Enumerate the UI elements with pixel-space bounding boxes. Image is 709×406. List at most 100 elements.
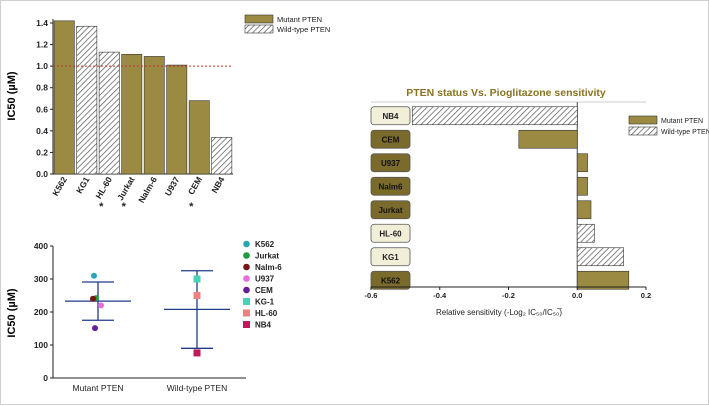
bar-CEM bbox=[188, 100, 210, 175]
scatter-y-axis-label: IC50 (µM) bbox=[6, 288, 18, 337]
bar-y-tick-label: 1.0 bbox=[36, 61, 48, 71]
bar-y-tick-label: 0.0 bbox=[36, 169, 48, 179]
legend-marker-KG-1 bbox=[243, 298, 250, 305]
point-KG-1 bbox=[193, 275, 201, 283]
hbar-y-tick-label: KG1 bbox=[382, 253, 399, 262]
sensitivity-hbar-chart: PTEN status Vs. Pioglitazone sensitivity… bbox=[365, 87, 709, 317]
bar-U937 bbox=[166, 64, 188, 175]
bar-y-tick-label: 0.2 bbox=[36, 147, 48, 157]
scatter-y-tick-label: 200 bbox=[34, 307, 48, 317]
bar-Jurkat bbox=[121, 53, 143, 175]
legend-swatch-wild bbox=[244, 24, 274, 34]
legend-marker-NB4 bbox=[243, 321, 250, 328]
point-U937 bbox=[98, 302, 104, 309]
scatter-y-tick-label: 300 bbox=[34, 274, 48, 284]
hbar-label-box-HL-60 bbox=[370, 223, 411, 243]
hbar-Jurkat bbox=[576, 200, 592, 220]
hbar-label-box-CEM bbox=[370, 129, 411, 149]
point-Nalm-6 bbox=[90, 295, 96, 302]
hbar-label-box-Nalm6 bbox=[370, 176, 411, 196]
legend-label-mutant: Mutant PTEN bbox=[277, 15, 322, 24]
bar-HL-60 bbox=[98, 51, 120, 175]
bar-Nalm-6 bbox=[143, 56, 165, 175]
legend-marker-CEM bbox=[243, 286, 250, 294]
bar-x-tick-label: U937 bbox=[163, 175, 182, 198]
legend-label-mutant: Mutant PTEN bbox=[661, 118, 703, 125]
hbar-K562 bbox=[576, 270, 630, 290]
legend-label-Jurkat: Jurkat bbox=[255, 252, 279, 261]
hbar-y-tick-label: NB4 bbox=[382, 112, 399, 121]
hbar-y-tick-label: U937 bbox=[381, 159, 401, 168]
legend-marker-HL-60 bbox=[243, 309, 250, 317]
bar-x-tick-label: KG1 bbox=[74, 175, 92, 195]
hbar-x-axis-label: Relative sensitivity (-Log₂ IC₅₀/IC₅₀̅) bbox=[436, 308, 562, 317]
bar-legend: Mutant PTEN Wild-type PTEN bbox=[244, 14, 330, 34]
hbar-CEM bbox=[518, 129, 578, 149]
bar-y-tick-label: 0.8 bbox=[36, 83, 48, 93]
legend-label-K562: K562 bbox=[255, 240, 275, 249]
significance-asterisk: * bbox=[122, 201, 127, 213]
hbar-KG1 bbox=[576, 247, 624, 267]
bar-x-tick-label: NB4 bbox=[209, 175, 226, 195]
significance-asterisk: * bbox=[99, 201, 104, 213]
point-K562 bbox=[91, 272, 97, 279]
scatter-x-tick-label: Mutant PTEN bbox=[72, 383, 123, 393]
legend-label-U937: U937 bbox=[255, 275, 275, 284]
bar-y-tick-label: 0.4 bbox=[36, 126, 48, 136]
hbar-label-box-U937 bbox=[370, 153, 411, 173]
legend-label-KG-1: KG-1 bbox=[255, 298, 275, 307]
scatter-x-tick-label: Wild-type PTEN bbox=[167, 383, 227, 393]
point-CEM bbox=[92, 325, 98, 332]
hbar-Nalm6 bbox=[576, 176, 588, 196]
hbar-HL-60 bbox=[576, 223, 595, 243]
legend-marker-Jurkat bbox=[243, 252, 250, 259]
legend-label-CEM: CEM bbox=[255, 286, 273, 295]
bar-y-tick-label: 1.2 bbox=[36, 40, 48, 50]
hbar-label-box-Jurkat bbox=[370, 200, 411, 220]
point-HL-60 bbox=[193, 292, 201, 299]
hbar-x-tick-label: -0.2 bbox=[502, 291, 515, 300]
legend-label-wild: Wild-type PTEN bbox=[277, 25, 330, 34]
hbar-label-box-KG1 bbox=[370, 247, 411, 267]
legend-label-NB4: NB4 bbox=[255, 321, 272, 330]
hbar-y-tick-label: Jurkat bbox=[378, 206, 402, 215]
hbar-title: PTEN status Vs. Pioglitazone sensitivity bbox=[406, 87, 606, 99]
scatter-y-tick-label: 0 bbox=[43, 373, 48, 383]
hbar-y-tick-label: K562 bbox=[381, 276, 401, 285]
bar-y-tick-label: 1.4 bbox=[36, 18, 48, 28]
hbar-y-tick-label: HL-60 bbox=[379, 229, 402, 238]
legend-swatch-mutant bbox=[244, 14, 274, 24]
bar-x-tick-label: Nalm-6 bbox=[136, 175, 159, 205]
legend-marker-U937 bbox=[243, 275, 250, 282]
legend-label-wild: Wild-type PTEN bbox=[661, 129, 709, 136]
legend-swatch-mutant bbox=[628, 115, 658, 125]
bar-x-tick-label: CEM bbox=[186, 175, 204, 196]
hbar-y-tick-label: Nalm6 bbox=[378, 182, 403, 191]
ic50-bar-chart: IC50 (µM) 0.0 0.2 0.4 0.6 0.8 1.0 1.2 1.4 K562 K… bbox=[6, 14, 330, 213]
hbar-x-tick-label: -0.4 bbox=[433, 291, 447, 300]
legend-label-Nalm-6: Nalm-6 bbox=[255, 263, 282, 272]
bar-K562 bbox=[53, 20, 75, 175]
bar-KG1 bbox=[76, 25, 98, 175]
hbar-label-box-NB4 bbox=[370, 106, 411, 126]
hbar-U937 bbox=[576, 153, 588, 173]
bar-x-tick-label: Jurkat bbox=[115, 175, 137, 202]
hbar-NB4 bbox=[411, 106, 578, 126]
bar-y-axis-label: IC50 (µM) bbox=[6, 71, 18, 120]
legend-swatch-wild bbox=[628, 126, 658, 136]
scatter-y-tick-label: 100 bbox=[34, 340, 48, 350]
bar-NB4 bbox=[211, 137, 233, 175]
hbar-legend: Mutant PTEN Wild-type PTEN bbox=[628, 115, 709, 136]
scatter-y-tick-label: 400 bbox=[34, 241, 48, 251]
hbar-x-tick-label: 0.2 bbox=[641, 291, 651, 300]
hbar-y-tick-label: CEM bbox=[382, 135, 400, 144]
point-NB4 bbox=[193, 349, 201, 357]
significance-asterisk: * bbox=[189, 201, 194, 213]
bar-y-tick-label: 0.6 bbox=[36, 104, 48, 114]
legend-marker-K562 bbox=[243, 240, 250, 248]
hbar-label-box-K562 bbox=[370, 270, 411, 290]
hbar-x-tick-label: -0.6 bbox=[365, 291, 378, 300]
legend-marker-Nalm-6 bbox=[243, 263, 250, 271]
